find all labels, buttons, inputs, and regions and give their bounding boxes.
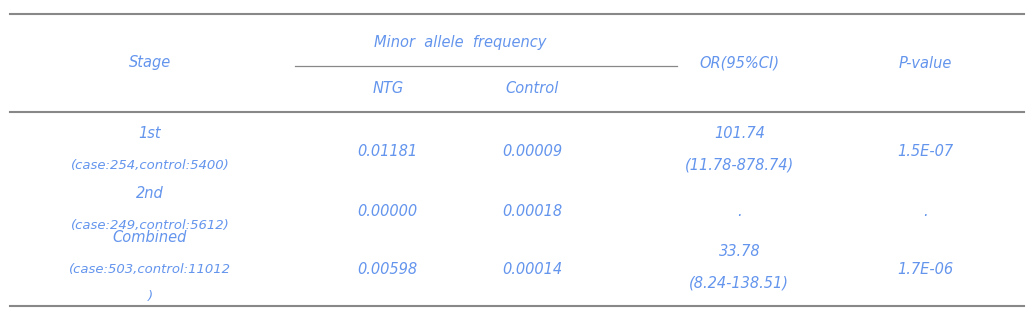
Text: (8.24-138.51): (8.24-138.51) — [690, 276, 789, 291]
Text: .: . — [923, 203, 927, 219]
Text: 0.00000: 0.00000 — [358, 203, 418, 219]
Text: 0.00009: 0.00009 — [503, 144, 562, 159]
Text: (case:249,control:5612): (case:249,control:5612) — [70, 219, 230, 232]
Text: Control: Control — [506, 81, 559, 96]
Text: P-value: P-value — [899, 55, 952, 71]
Text: (case:254,control:5400): (case:254,control:5400) — [70, 159, 230, 172]
Text: ): ) — [148, 289, 152, 303]
Text: 101.74: 101.74 — [713, 126, 765, 141]
Text: 0.00018: 0.00018 — [503, 203, 562, 219]
Text: Combined: Combined — [113, 230, 187, 245]
Text: (case:503,control:11012: (case:503,control:11012 — [69, 263, 231, 276]
Text: Minor  allele  frequency: Minor allele frequency — [374, 35, 546, 50]
Text: 33.78: 33.78 — [719, 244, 760, 260]
Text: OR(95%CI): OR(95%CI) — [699, 55, 780, 71]
Text: 1.7E-06: 1.7E-06 — [898, 262, 953, 277]
Text: 0.00014: 0.00014 — [503, 262, 562, 277]
Text: 2nd: 2nd — [136, 186, 163, 201]
Text: 0.01181: 0.01181 — [358, 144, 418, 159]
Text: Stage: Stage — [129, 55, 171, 71]
Text: NTG: NTG — [372, 81, 403, 96]
Text: 0.00598: 0.00598 — [358, 262, 418, 277]
Text: .: . — [737, 203, 741, 219]
Text: 1.5E-07: 1.5E-07 — [898, 144, 953, 159]
Text: 1st: 1st — [139, 126, 161, 141]
Text: (11.78-878.74): (11.78-878.74) — [685, 158, 794, 173]
